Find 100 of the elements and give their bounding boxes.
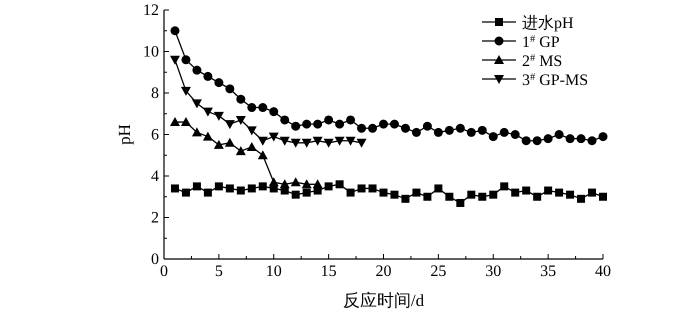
point <box>500 182 508 190</box>
legend-label: 进水pH <box>522 14 574 32</box>
point <box>390 120 399 129</box>
point <box>203 72 212 81</box>
y-tick-label: 6 <box>151 126 159 144</box>
point <box>302 120 312 129</box>
point <box>280 136 290 146</box>
point <box>500 128 509 137</box>
y-tick-label: 0 <box>151 251 159 268</box>
point <box>324 138 334 148</box>
x-tick-label: 5 <box>214 263 223 280</box>
point <box>357 124 366 133</box>
point <box>544 134 553 144</box>
point <box>522 136 531 146</box>
point <box>356 138 367 148</box>
legend-label: 2$^{#}$ MS <box>522 52 562 70</box>
point <box>192 182 201 190</box>
point <box>214 182 223 190</box>
point <box>258 182 267 190</box>
point <box>445 192 454 201</box>
point <box>434 128 443 137</box>
legend-label: 1$^{#}$ GP <box>522 34 560 51</box>
point <box>478 126 487 135</box>
x-tick-label: 35 <box>540 263 556 280</box>
point <box>192 99 202 108</box>
point <box>225 84 234 94</box>
point <box>368 124 378 133</box>
point <box>588 188 596 197</box>
point <box>599 192 607 201</box>
point <box>598 132 608 142</box>
y-tick-label: 10 <box>143 44 159 60</box>
point <box>324 115 334 124</box>
point <box>422 122 432 131</box>
point <box>312 179 323 188</box>
point <box>566 190 574 199</box>
point <box>358 184 366 192</box>
point <box>192 127 202 136</box>
point <box>280 179 290 188</box>
point <box>588 136 597 146</box>
y-tick-label: 4 <box>151 168 159 185</box>
point <box>313 120 322 129</box>
x-tick-label: 10 <box>266 263 282 280</box>
point <box>368 184 377 192</box>
point <box>401 194 410 203</box>
y-tick-label: 2 <box>151 210 159 226</box>
point <box>423 192 432 201</box>
point <box>577 194 586 203</box>
point <box>192 66 202 75</box>
point <box>566 134 575 144</box>
point <box>532 136 542 146</box>
point <box>180 86 191 96</box>
y-axis-title: pH <box>115 124 134 145</box>
point <box>170 184 179 192</box>
point <box>544 186 552 195</box>
point <box>224 138 235 147</box>
point <box>334 136 345 146</box>
point <box>170 26 180 36</box>
point <box>412 188 420 197</box>
point <box>456 124 465 133</box>
x-axis-title: 反应时间/d <box>342 291 425 310</box>
point <box>246 126 257 136</box>
point <box>181 55 190 64</box>
point <box>456 198 464 207</box>
point <box>202 132 213 141</box>
point <box>346 188 355 197</box>
point <box>214 112 224 121</box>
point <box>488 132 498 142</box>
x-tick-label: 40 <box>595 263 611 280</box>
point <box>510 130 520 139</box>
point <box>268 132 279 142</box>
x-tick-label: 20 <box>376 263 392 280</box>
point <box>533 192 542 201</box>
legend-label: 3$^{#}$ GP-MS <box>522 72 588 89</box>
point <box>346 115 356 124</box>
x-tick-label: 15 <box>320 263 337 280</box>
point <box>335 120 344 129</box>
point <box>412 128 421 137</box>
point <box>236 116 246 125</box>
point <box>380 188 388 197</box>
point <box>258 150 268 160</box>
point <box>292 190 300 199</box>
point <box>467 190 476 199</box>
point <box>214 78 224 88</box>
point <box>202 108 213 117</box>
point <box>489 190 498 199</box>
point <box>400 124 410 133</box>
point <box>258 136 268 146</box>
point <box>444 126 454 135</box>
point <box>214 140 224 149</box>
point <box>379 120 388 129</box>
point <box>522 186 530 195</box>
point <box>236 146 246 156</box>
point <box>478 192 486 201</box>
point <box>170 117 180 126</box>
point <box>290 177 301 186</box>
point <box>182 188 190 197</box>
point <box>268 177 279 186</box>
point <box>291 122 300 131</box>
point <box>434 184 442 192</box>
point <box>180 117 191 126</box>
